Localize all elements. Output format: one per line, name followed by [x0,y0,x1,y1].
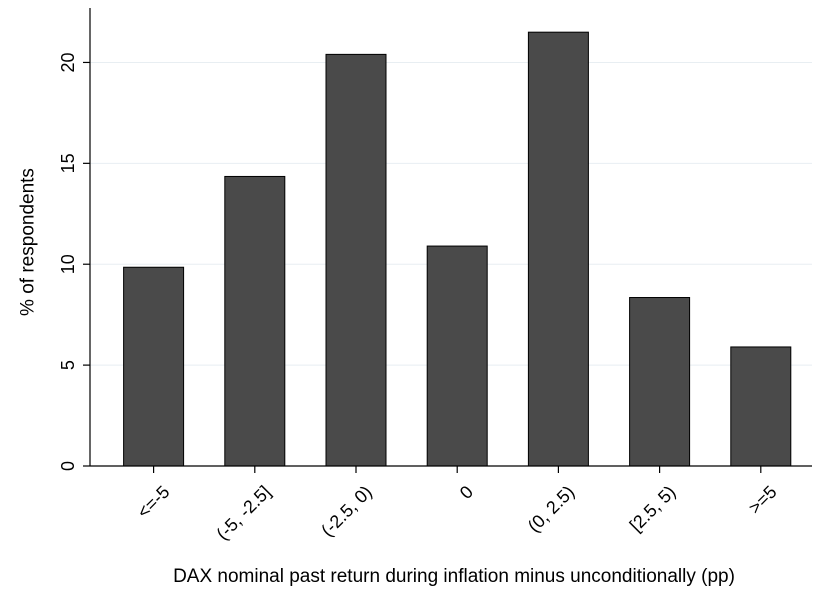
x-ticks: <=-5 (-5, -2.5] (-2.5, 0) 0 (0, 2.5) [2.5, 5)… [133,466,781,544]
bars-group [123,31,792,467]
bar [224,175,286,467]
x-tick-label: (-2.5, 0) [317,482,376,541]
x-tick-label: >=5 [745,482,781,518]
y-tick-label: 5 [58,360,78,370]
bar [426,245,488,467]
x-tick-label: (0, 2.5) [524,482,578,536]
bar [730,346,792,467]
y-ticks: 0 5 10 15 20 [58,52,90,471]
y-tick-label: 15 [58,153,78,173]
bar [629,297,691,467]
x-tick-label: 0 [456,482,477,503]
y-tick-label: 20 [58,52,78,72]
x-tick-label: (-5, -2.5] [212,482,274,544]
y-tick-label: 0 [58,461,78,471]
bar [325,53,387,467]
x-tick-label: <=-5 [133,482,173,522]
bar [123,266,185,467]
axes-group [89,8,812,467]
y-axis-title: % of respondents [18,168,39,316]
bar [527,31,589,467]
x-axis-title: DAX nominal past return during inflation… [173,566,735,587]
y-tick-label: 10 [58,254,78,274]
x-tick-label: [2.5, 5) [626,482,680,536]
